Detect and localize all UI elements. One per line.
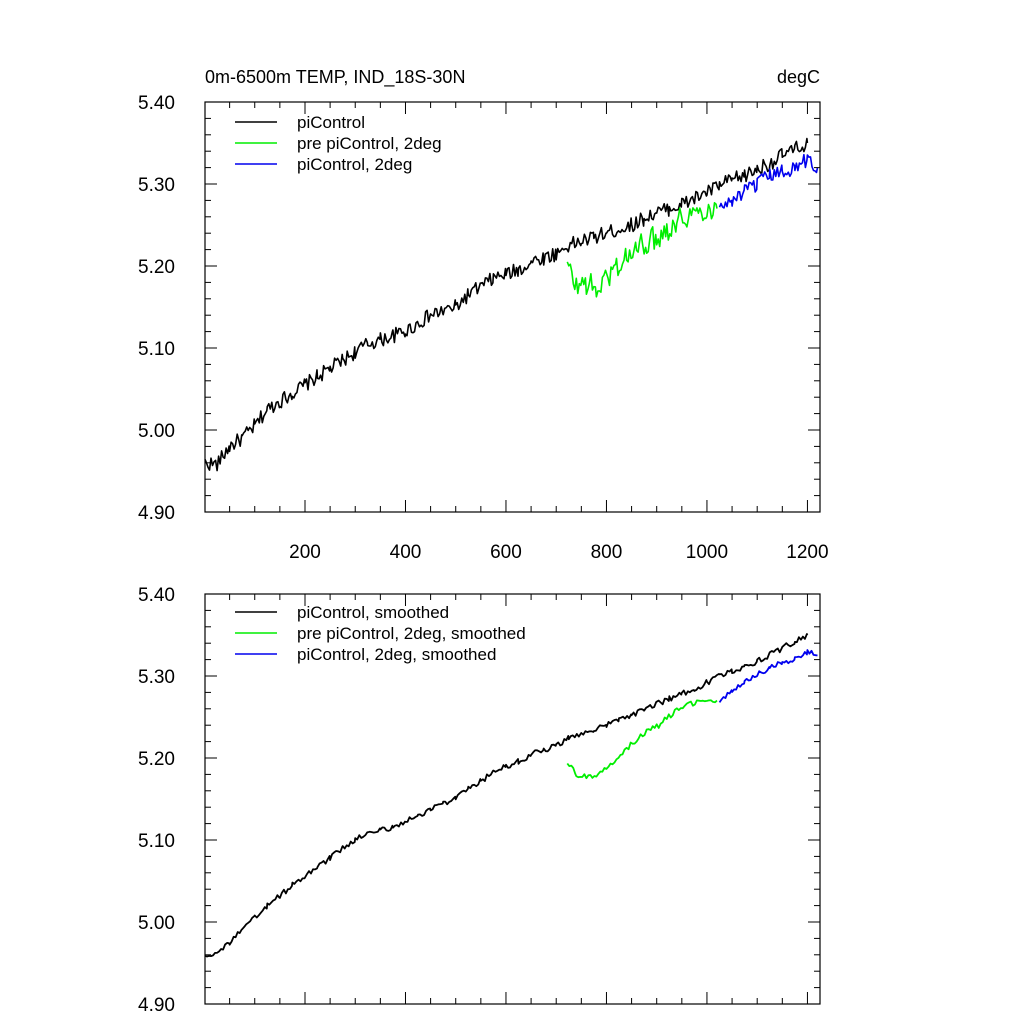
y-tick-label: 5.40 — [138, 93, 175, 114]
x-tick-label: 600 — [490, 542, 522, 563]
y-tick-label: 5.40 — [138, 585, 175, 606]
panel-bottom: 4.90 5.00 5.10 5.20 5.30 5.40 piControl, smoot… — [138, 585, 821, 1016]
panel-top: 4.90 5.00 5.10 5.20 5.30 5.40 200 400 600 800 1000… — [138, 93, 829, 563]
legend-label: pre piControl, 2deg, smoothed — [297, 624, 526, 643]
units-label: degC — [777, 67, 820, 87]
legend-label: piControl, 2deg, smoothed — [297, 645, 496, 664]
y-tick-label: 5.20 — [138, 749, 175, 770]
y-tick-label: 5.20 — [138, 257, 175, 278]
legend-label: piControl, 2deg — [297, 155, 412, 174]
series-line — [566, 699, 718, 780]
series-line — [204, 633, 809, 958]
x-tick-label: 400 — [390, 542, 422, 563]
x-tick-label: 1000 — [686, 542, 728, 563]
y-tick-label: 5.00 — [138, 421, 175, 442]
legend-label: pre piControl, 2deg — [297, 134, 442, 153]
x-tick-label: 800 — [591, 542, 623, 563]
plot-frame — [204, 101, 821, 513]
chart-title: 0m-6500m TEMP, IND_18S-30N — [205, 67, 465, 88]
y-tick-label: 5.10 — [138, 831, 175, 852]
legend-label: piControl, smoothed — [297, 603, 449, 622]
y-tick-label: 5.30 — [138, 175, 175, 196]
y-tick-label: 5.30 — [138, 667, 175, 688]
x-tick-label: 200 — [289, 542, 321, 563]
y-tick-label: 4.90 — [138, 503, 175, 524]
y-tick-label: 4.90 — [138, 995, 175, 1016]
series-line — [718, 153, 819, 209]
x-tick-label: 1200 — [786, 542, 828, 563]
series-line — [204, 137, 809, 472]
y-tick-label: 5.00 — [138, 913, 175, 934]
series-line — [566, 202, 718, 298]
plot-frame — [204, 593, 821, 1005]
legend-label: piControl — [297, 113, 365, 132]
series-line — [718, 649, 818, 703]
y-tick-label: 5.10 — [138, 339, 175, 360]
